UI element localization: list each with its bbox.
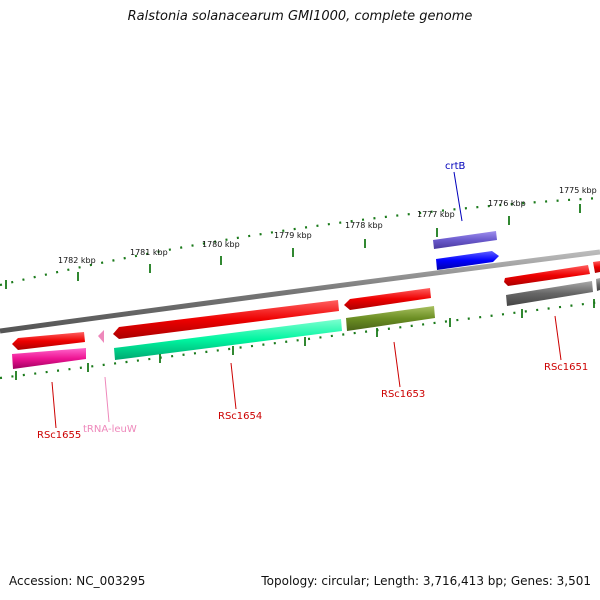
- kbp-label-1779: 1779 kbp: [274, 231, 312, 240]
- genome-backbone: [0, 249, 600, 334]
- kbp-label-1782: 1782 kbp: [58, 256, 96, 265]
- feature-crtB-purple[interactable]: [433, 231, 497, 249]
- label-connectors: [51, 171, 562, 429]
- inner-major-ticks: [15, 299, 595, 380]
- feature-RSc1654-teal[interactable]: [114, 319, 342, 360]
- connector-crtB: [453, 171, 463, 222]
- inner-tick-ring: [0, 299, 600, 380]
- inner-features: [12, 278, 600, 369]
- feature-RSc1654-red[interactable]: [113, 300, 339, 339]
- kbp-label-1777: 1777 kbp: [417, 210, 455, 219]
- kbp-label-1776: 1776 kbp: [488, 199, 526, 208]
- feature-RSc1653-red[interactable]: [344, 288, 431, 310]
- gene-label-crtB[interactable]: crtB: [445, 161, 466, 172]
- gene-labels: crtB RSc1651 RSc1653 RSc1654 RSc1655 tRN…: [37, 161, 588, 441]
- outer-features: [433, 231, 600, 286]
- kbp-label-1781: 1781 kbp: [130, 248, 168, 257]
- feature-RSc1650-outer[interactable]: [593, 261, 600, 273]
- connector-tRNA-leuW: [104, 376, 110, 423]
- connector-RSc1655: [51, 381, 57, 429]
- gene-label-RSc1653[interactable]: RSc1653: [381, 389, 425, 400]
- kbp-label-1775: 1775 kbp: [559, 186, 597, 195]
- feature-tRNA-leuW[interactable]: [98, 330, 104, 343]
- kbp-label-1778: 1778 kbp: [345, 221, 383, 230]
- feature-RSc1651-gray[interactable]: [506, 281, 593, 306]
- kbp-labels: 1782 kbp 1781 kbp 1780 kbp 1779 kbp 1778…: [58, 186, 597, 265]
- gene-label-RSc1651[interactable]: RSc1651: [544, 362, 588, 373]
- gene-label-RSc1655[interactable]: RSc1655: [37, 430, 81, 441]
- feature-crtB-blue[interactable]: [436, 251, 499, 270]
- kbp-label-1780: 1780 kbp: [202, 240, 240, 249]
- feature-RSc1655-magenta[interactable]: [12, 348, 86, 369]
- connector-RSc1653: [393, 341, 401, 388]
- outer-major-ticks: [5, 204, 581, 289]
- outer-minor-ticks: [0, 196, 600, 287]
- accession-text: Accession: NC_003295: [9, 574, 146, 588]
- feature-RSc1651-outer[interactable]: [504, 265, 590, 286]
- connector-RSc1651: [554, 315, 562, 361]
- gene-label-RSc1654[interactable]: RSc1654: [218, 411, 262, 422]
- map-title: Ralstonia solanacearum GMI1000, complete…: [127, 9, 473, 24]
- feature-RSc1655-red[interactable]: [12, 332, 85, 350]
- gene-label-tRNA-leuW[interactable]: tRNA-leuW: [83, 424, 137, 435]
- connector-RSc1654: [230, 362, 237, 410]
- feature-RSc1653-olive[interactable]: [346, 306, 435, 331]
- topology-text: Topology: circular; Length: 3,716,413 bp…: [261, 574, 591, 588]
- feature-RSc1650-gray[interactable]: [596, 278, 600, 291]
- outer-tick-ring: [0, 196, 600, 289]
